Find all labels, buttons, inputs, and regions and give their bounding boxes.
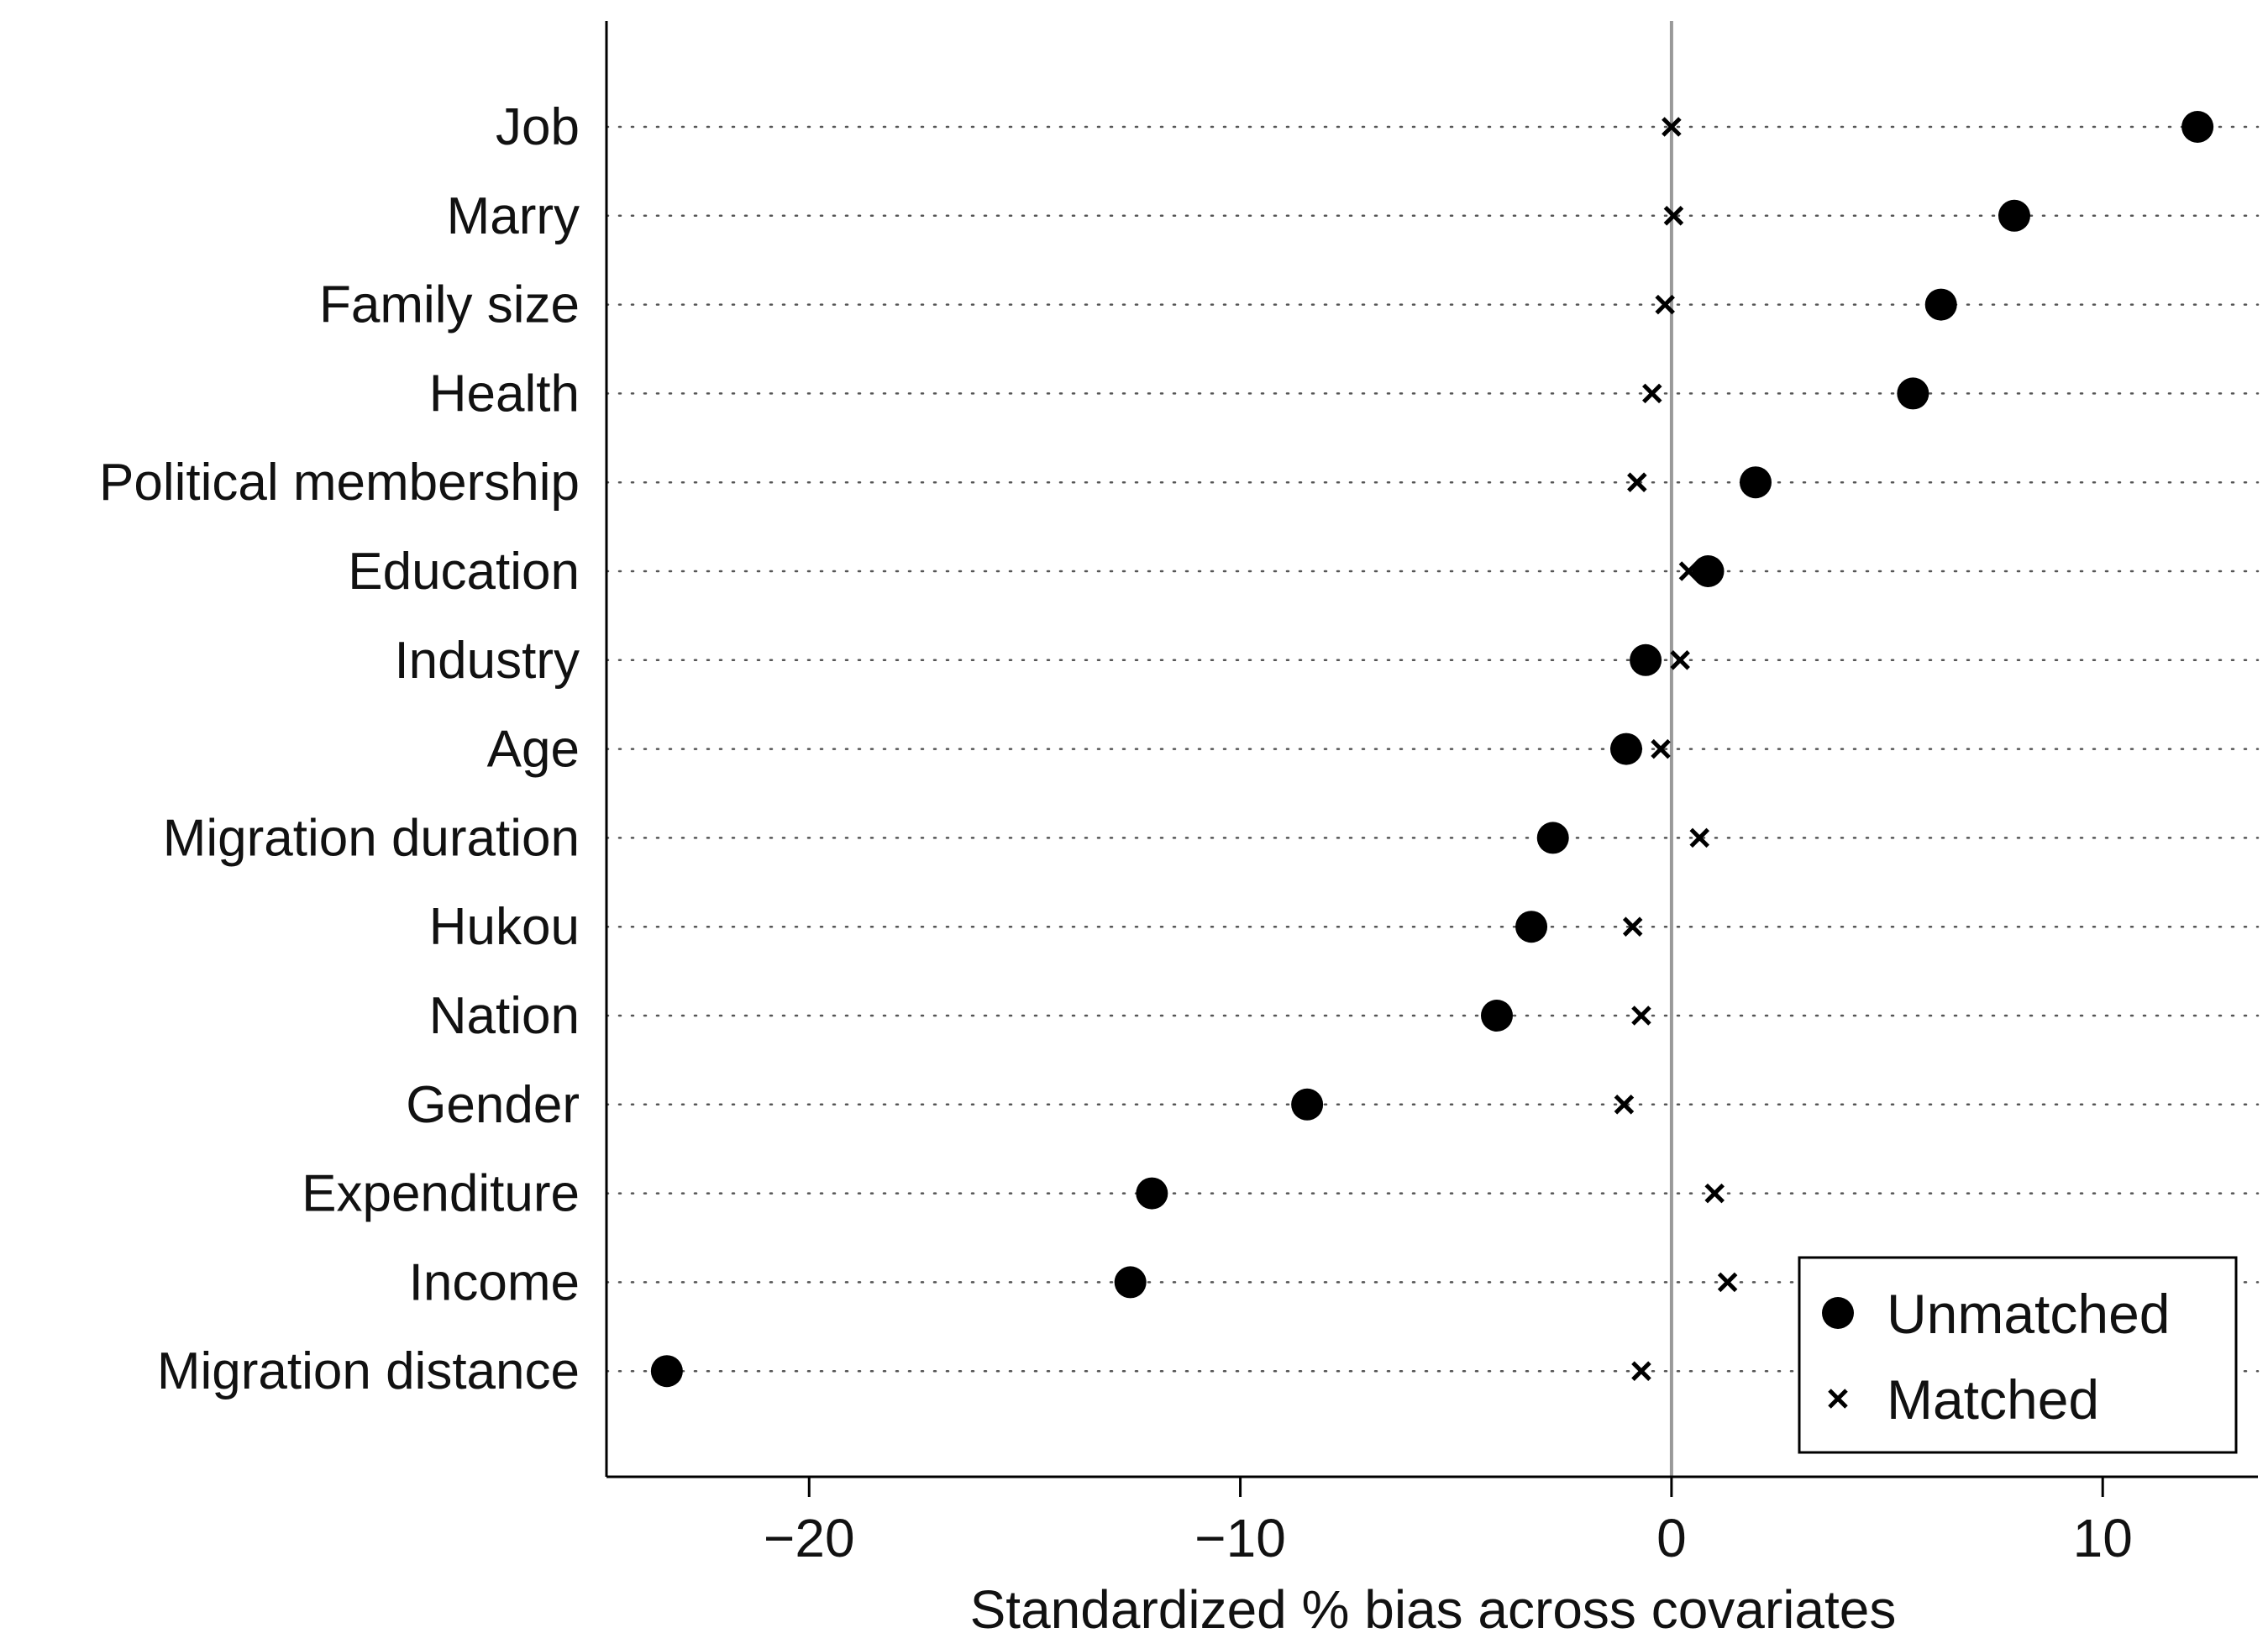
unmatched-point-migration-duration (1536, 822, 1569, 854)
matched-point-health (1642, 383, 1662, 404)
axes (605, 21, 2258, 1478)
unmatched-point-expenditure (1136, 1177, 1168, 1210)
unmatched-point-political-membership (1739, 466, 1772, 499)
matched-point-industry (1670, 650, 1690, 670)
matched-point-migration-duration (1689, 827, 1710, 848)
covariate-label-age: Age (487, 721, 580, 779)
x-tick-label-3: 10 (2073, 1508, 2133, 1568)
legend-matched-marker (1828, 1389, 1848, 1409)
matched-point-migration-distance (1631, 1361, 1651, 1381)
covariate-label-health: Health (429, 365, 580, 423)
data-points (650, 111, 2214, 1388)
covariate-label-expenditure: Expenditure (302, 1165, 580, 1223)
unmatched-point-marry (1998, 199, 2030, 232)
covariate-label-job: Job (496, 98, 580, 156)
matched-point-marry (1663, 206, 1684, 226)
matched-point-education (1678, 561, 1699, 581)
matched-point-gender (1614, 1095, 1635, 1115)
unmatched-point-nation (1480, 1000, 1513, 1032)
covariate-label-political-membership: Political membership (99, 454, 580, 512)
covariate-label-migration-distance: Migration distance (157, 1342, 580, 1400)
legend-unmatched-marker (1822, 1297, 1854, 1329)
unmatched-point-age (1609, 733, 1642, 765)
covariate-label-gender: Gender (406, 1076, 580, 1134)
legend-unmatched-label: Unmatched (1887, 1283, 2171, 1345)
unmatched-point-health (1897, 377, 1929, 410)
unmatched-point-gender (1291, 1088, 1324, 1121)
matched-point-family-size (1655, 294, 1675, 315)
unmatched-point-education (1692, 555, 1725, 587)
covariate-label-hukou: Hukou (429, 898, 580, 956)
matched-point-political-membership (1627, 472, 1647, 492)
legend-box (1798, 1256, 2238, 1454)
matched-point-hukou (1622, 916, 1643, 937)
covariate-label-migration-duration: Migration duration (163, 809, 580, 867)
matched-point-age (1651, 738, 1671, 759)
covariate-labels: Job Marry Family size Health Political membe… (99, 98, 580, 1400)
x-axis-ticks: −20 −10 0 10 (764, 1477, 2133, 1568)
matched-point-job (1662, 117, 1682, 137)
matched-point-nation (1631, 1006, 1651, 1026)
legend: Unmatched Matched (1798, 1256, 2238, 1454)
unmatched-point-family-size (1924, 288, 1957, 321)
unmatched-point-migration-distance (650, 1355, 683, 1388)
covariate-label-industry: Industry (394, 632, 580, 690)
matched-point-income (1717, 1272, 1738, 1293)
unmatched-point-job (2181, 111, 2214, 143)
covariate-label-nation: Nation (429, 987, 580, 1045)
x-tick-label-1: −10 (1194, 1508, 1286, 1568)
matched-point-expenditure (1704, 1183, 1725, 1204)
x-tick-label-2: 0 (1656, 1508, 1687, 1568)
unmatched-point-income (1114, 1266, 1147, 1299)
unmatched-point-hukou (1515, 911, 1548, 943)
covariate-label-education: Education (348, 543, 580, 601)
covariate-label-family-size: Family size (319, 276, 580, 334)
covariate-label-income: Income (409, 1253, 580, 1311)
covariate-label-marry: Marry (447, 187, 580, 245)
x-tick-label-0: −20 (764, 1508, 855, 1568)
unmatched-point-industry (1630, 643, 1662, 676)
x-axis-title: Standardized % bias across covariates (970, 1579, 1897, 1640)
legend-matched-label: Matched (1887, 1368, 2099, 1431)
